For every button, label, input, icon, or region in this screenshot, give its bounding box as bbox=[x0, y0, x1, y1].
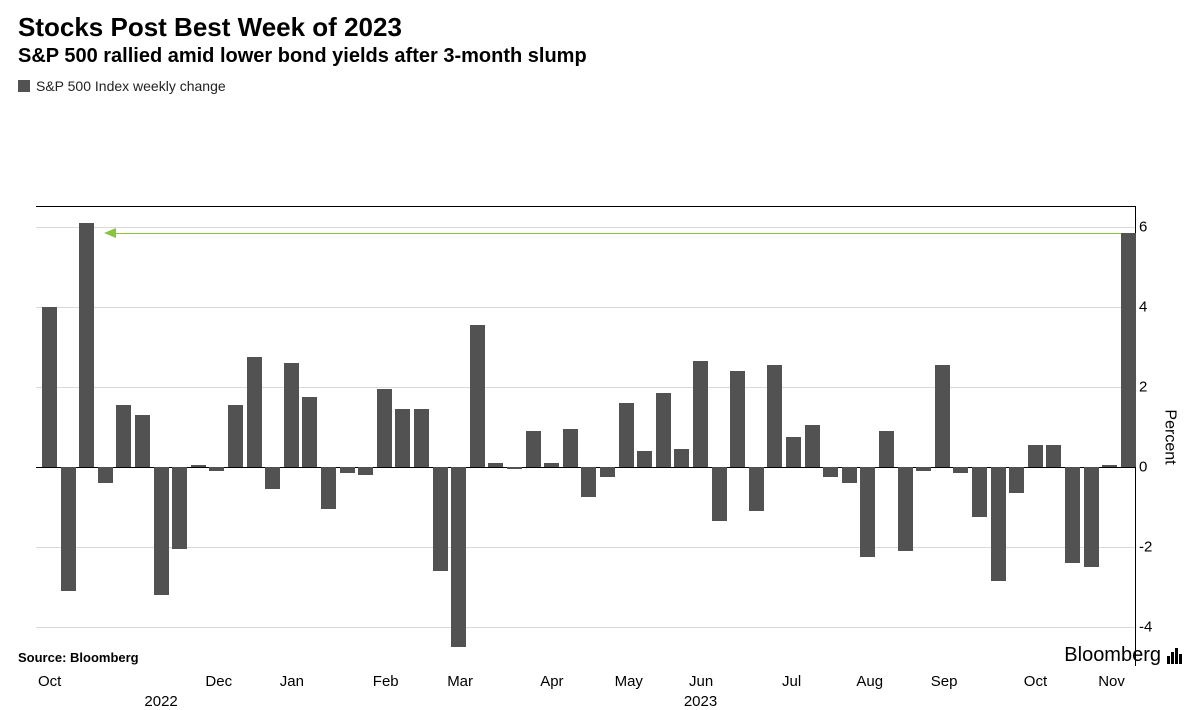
x-tick-month: Jul bbox=[782, 673, 801, 690]
x-tick-month: Sep bbox=[931, 673, 958, 690]
bar bbox=[321, 467, 336, 509]
bar bbox=[1121, 233, 1136, 467]
y-tick-label: -4 bbox=[1139, 619, 1167, 636]
legend: S&P 500 Index weekly change bbox=[18, 78, 1182, 94]
bar bbox=[749, 467, 764, 511]
bar bbox=[544, 463, 559, 467]
bar bbox=[693, 361, 708, 467]
gridline bbox=[36, 547, 1135, 548]
bar bbox=[358, 467, 373, 475]
bar bbox=[172, 467, 187, 549]
bar bbox=[600, 467, 615, 477]
gridline bbox=[36, 627, 1135, 628]
brand-footer: Bloomberg bbox=[1064, 644, 1182, 667]
bar bbox=[898, 467, 913, 551]
x-tick-month: May bbox=[615, 673, 643, 690]
x-tick-month: Aug bbox=[856, 673, 883, 690]
bar bbox=[42, 307, 57, 467]
bar bbox=[470, 325, 485, 467]
y-tick-label: 0 bbox=[1139, 459, 1167, 476]
bar bbox=[656, 393, 671, 467]
bar bbox=[786, 437, 801, 467]
bar bbox=[991, 467, 1006, 581]
callout-arrow-head bbox=[104, 228, 116, 238]
bar bbox=[730, 371, 745, 467]
chart-container: Stocks Post Best Week of 2023 S&P 500 ra… bbox=[0, 0, 1200, 675]
bar bbox=[972, 467, 987, 517]
x-tick-month: Oct bbox=[38, 673, 61, 690]
bar bbox=[191, 465, 206, 467]
bar bbox=[488, 463, 503, 467]
bar bbox=[451, 467, 466, 647]
legend-swatch bbox=[18, 80, 30, 92]
y-tick-label: -2 bbox=[1139, 539, 1167, 556]
bar bbox=[879, 431, 894, 467]
bar bbox=[433, 467, 448, 571]
bar bbox=[414, 409, 429, 467]
x-tick-month: Apr bbox=[540, 673, 563, 690]
bar bbox=[581, 467, 596, 497]
gridline bbox=[36, 387, 1135, 388]
bar bbox=[135, 415, 150, 467]
bar bbox=[526, 431, 541, 467]
bar bbox=[1065, 467, 1080, 563]
bar bbox=[637, 451, 652, 467]
x-tick-month: Jan bbox=[280, 673, 304, 690]
bar bbox=[674, 449, 689, 467]
bar bbox=[767, 365, 782, 467]
x-tick-year: 2023 bbox=[684, 693, 717, 710]
brand-icon bbox=[1167, 648, 1182, 664]
chart-subtitle: S&P 500 rallied amid lower bond yields a… bbox=[18, 45, 1182, 68]
bar bbox=[395, 409, 410, 467]
legend-label: S&P 500 Index weekly change bbox=[36, 78, 226, 94]
bar bbox=[1084, 467, 1099, 567]
bar bbox=[98, 467, 113, 483]
bar bbox=[1046, 445, 1061, 467]
bar bbox=[1028, 445, 1043, 467]
bar bbox=[823, 467, 838, 477]
bar bbox=[154, 467, 169, 595]
bar bbox=[916, 467, 931, 471]
bar bbox=[953, 467, 968, 473]
chart-title: Stocks Post Best Week of 2023 bbox=[18, 12, 1182, 43]
x-tick-month: Feb bbox=[373, 673, 399, 690]
y-tick-label: 2 bbox=[1139, 379, 1167, 396]
bar bbox=[247, 357, 262, 467]
bar bbox=[377, 389, 392, 467]
bar bbox=[228, 405, 243, 467]
bar bbox=[1009, 467, 1024, 493]
bar bbox=[860, 467, 875, 557]
x-tick-month: Oct bbox=[1024, 673, 1047, 690]
bar bbox=[61, 467, 76, 591]
gridline bbox=[36, 307, 1135, 308]
x-tick-year: 2022 bbox=[144, 693, 177, 710]
bar bbox=[935, 365, 950, 467]
x-tick-month: Mar bbox=[447, 673, 473, 690]
y-axis-label: Percent bbox=[1160, 409, 1178, 464]
y-tick-label: 4 bbox=[1139, 299, 1167, 316]
bar bbox=[619, 403, 634, 467]
bar bbox=[302, 397, 317, 467]
x-tick-month: Dec bbox=[205, 673, 232, 690]
x-tick-month: Nov bbox=[1098, 673, 1125, 690]
brand-label: Bloomberg bbox=[1064, 644, 1161, 667]
bar bbox=[284, 363, 299, 467]
bar bbox=[563, 429, 578, 467]
y-tick-label: 6 bbox=[1139, 219, 1167, 236]
bar bbox=[209, 467, 224, 471]
bar bbox=[79, 223, 94, 467]
gridline bbox=[36, 227, 1135, 228]
bar bbox=[712, 467, 727, 521]
bar bbox=[507, 467, 522, 469]
bar bbox=[1102, 465, 1117, 467]
callout-arrow bbox=[106, 233, 1121, 234]
bar bbox=[805, 425, 820, 467]
x-tick-month: Jun bbox=[689, 673, 713, 690]
bar bbox=[340, 467, 355, 473]
chart-plot: Percent -4-20246OctDecJanFebMarAprMayJun… bbox=[36, 206, 1136, 666]
bar bbox=[116, 405, 131, 467]
bar bbox=[265, 467, 280, 489]
bar bbox=[842, 467, 857, 483]
source-label: Source: Bloomberg bbox=[18, 650, 139, 665]
